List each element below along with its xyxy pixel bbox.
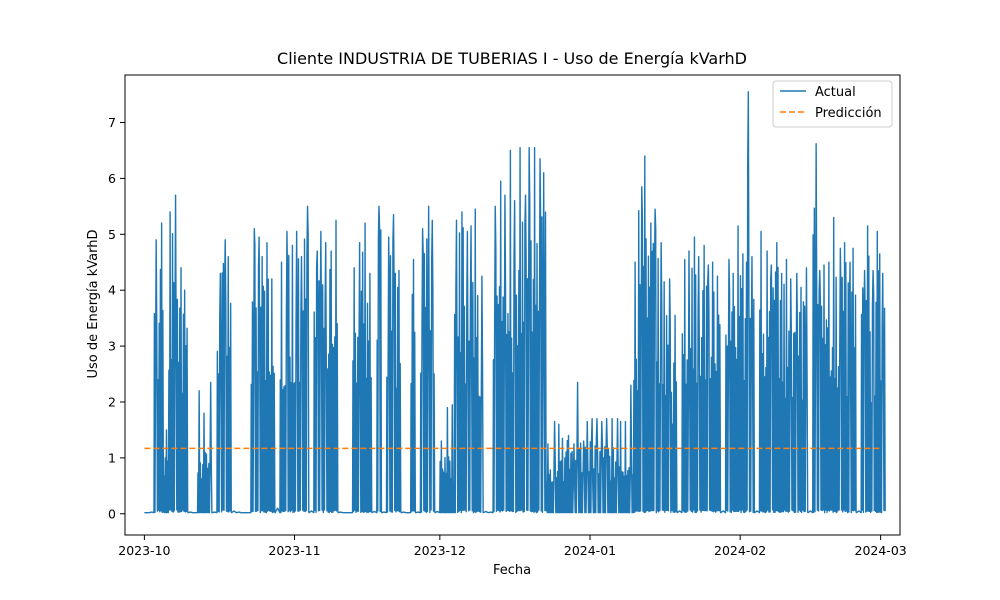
y-tick-label: 5: [108, 227, 116, 242]
x-tick-label: 2023-10: [118, 543, 170, 558]
y-tick-label: 0: [108, 506, 116, 521]
x-tick-label: 2023-11: [268, 543, 320, 558]
x-axis-label: Fecha: [493, 563, 531, 578]
y-tick-label: 1: [108, 450, 116, 465]
x-tick-label: 2024-03: [855, 543, 907, 558]
legend-box: [772, 80, 893, 128]
series-actual-line: [144, 91, 886, 514]
x-tick-label: 2024-02: [714, 543, 766, 558]
x-tick-label: 2023-12: [414, 543, 466, 558]
legend-prediccion-label: Predicción: [815, 106, 882, 121]
x-tick-label: 2024-01: [564, 543, 616, 558]
y-tick-label: 6: [108, 171, 116, 186]
chart-title: Cliente INDUSTRIA DE TUBERIAS I - Uso de…: [277, 49, 747, 68]
y-tick-label: 4: [108, 283, 116, 298]
y-axis-label: Uso de Energía kVarhD: [86, 229, 101, 378]
plot-area: 2023-10 2023-11 2023-12 2024-01 2024-02 2024-…: [108, 74, 907, 558]
legend-actual-label: Actual: [815, 85, 856, 100]
legend: Actual Predicción: [772, 80, 893, 128]
axes-frame: [124, 74, 901, 536]
y-tick-label: 2: [108, 394, 116, 409]
y-tick-label: 3: [108, 339, 116, 354]
y-tick-label: 7: [108, 115, 116, 130]
